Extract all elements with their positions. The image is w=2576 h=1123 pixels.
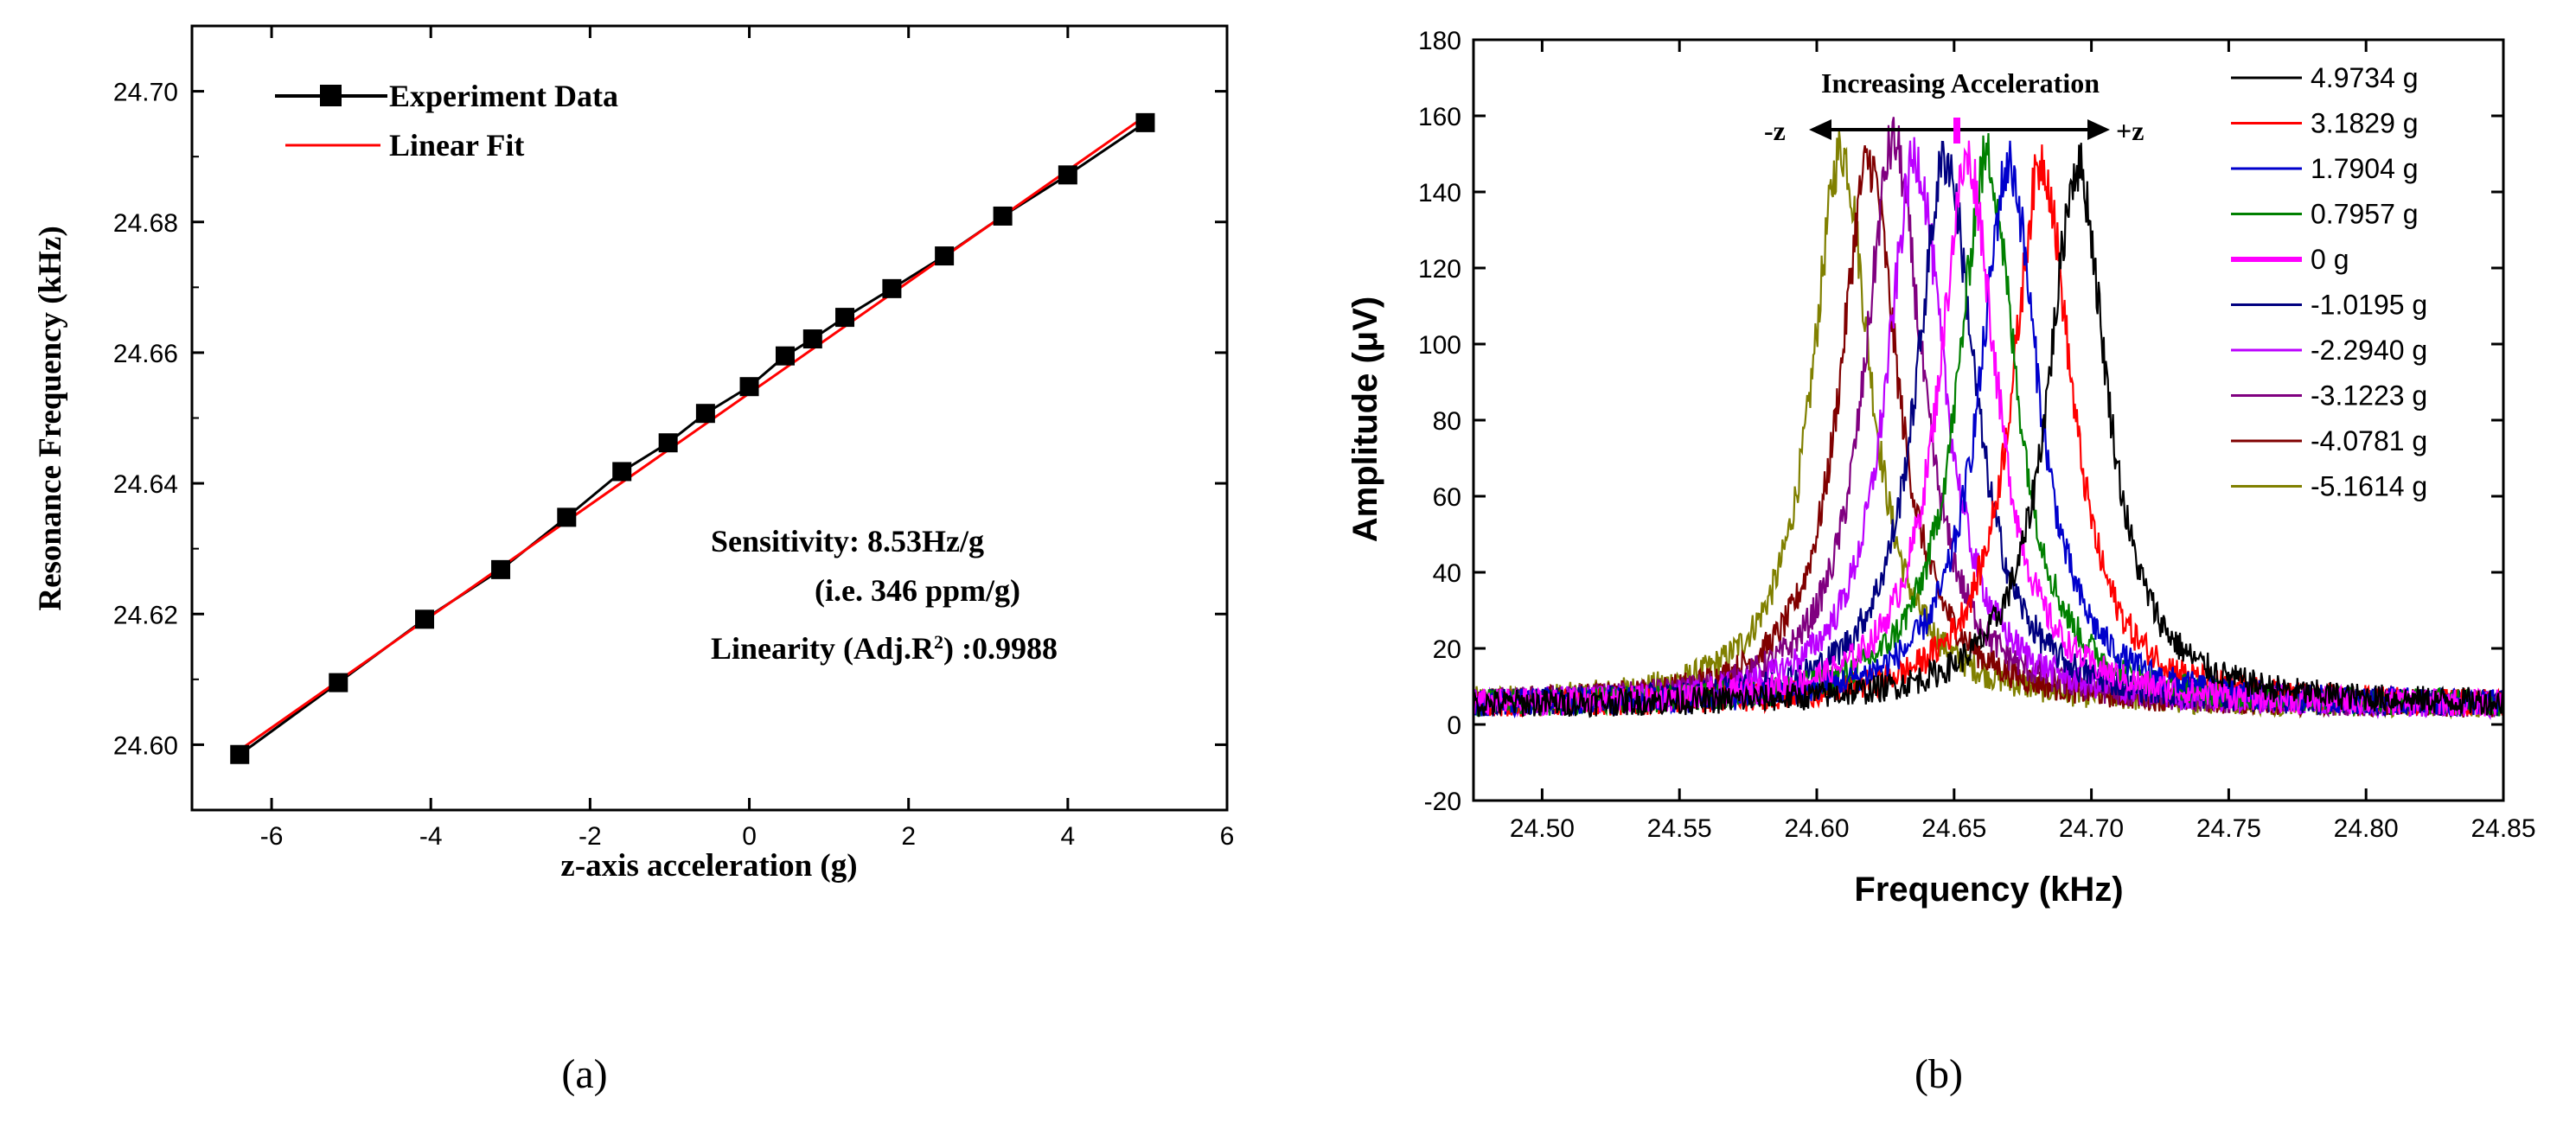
y-axis-label-a: Resonance Frequency (kHz) [33, 226, 68, 610]
panel-a: -6 -4 -2 0 2 4 6 24.60 24.62 24.64 24.66 24.68 24.70… [33, 24, 1234, 1097]
legend-label-b: -5.1614 g [2311, 471, 2427, 502]
acceleration-arrow: Increasing Acceleration -z +z [1764, 67, 2144, 146]
left-label: -z [1764, 115, 1786, 146]
tick-labels-b: 24.50 24.55 24.60 24.65 24.70 24.75 24.80 24.85… [1418, 27, 2536, 843]
y-tick-label-b: -20 [1424, 788, 1461, 816]
x-tick-label-a: 6 [1220, 822, 1235, 851]
plot-frame-b [1472, 38, 2505, 802]
legend-label-b: 3.1829 g [2311, 108, 2419, 139]
y-tick-label-a: 24.60 [113, 731, 178, 760]
legend-label-b: 1.7904 g [2311, 153, 2419, 184]
experiment-data-point [802, 329, 822, 349]
arrow-head-left [1809, 119, 1831, 140]
legend-label-b: 0 g [2311, 244, 2349, 275]
caption-a: (a) [561, 1051, 607, 1097]
y-tick-label-b: 60 [1433, 483, 1461, 512]
experiment-data-point [935, 246, 955, 266]
legend-label-b: 4.9734 g [2311, 62, 2419, 93]
axis-ticks-a [192, 26, 1229, 810]
experiment-data-point [775, 346, 795, 366]
y-tick-label-a: 24.62 [113, 601, 178, 629]
experiment-data-point [882, 278, 902, 298]
sensitivity-text: Sensitivity: 8.53Hz/g [711, 524, 984, 558]
y-tick-label-b: 160 [1418, 103, 1461, 131]
legend-label-b: -2.2940 g [2311, 335, 2427, 366]
x-tick-label-b: 24.60 [1784, 814, 1849, 843]
legend-label-b: -3.1223 g [2311, 380, 2427, 412]
experiment-data-point [1058, 165, 1077, 185]
panel-b: 24.50 24.55 24.60 24.65 24.70 24.75 24.80 24.85… [1346, 27, 2536, 1097]
arrow-title: Increasing Acceleration [1821, 67, 2100, 99]
arrow-head-right [2087, 119, 2110, 140]
series-b [1472, 117, 2505, 720]
legend-marker-experiment [320, 85, 342, 106]
legend-a: Experiment Data Linear Fit [275, 79, 618, 163]
right-label: +z [2116, 115, 2144, 146]
x-tick-label-a: 2 [901, 822, 916, 851]
caption-b: (b) [1914, 1051, 1963, 1097]
experiment-data-point [695, 404, 715, 424]
spectrum-line [1472, 143, 2505, 718]
experiment-data-point [415, 609, 435, 629]
x-tick-label-b: 24.75 [2196, 814, 2261, 843]
y-tick-label-b: 40 [1433, 559, 1461, 588]
x-tick-label-b: 24.85 [2471, 814, 2535, 843]
y-tick-label-a: 24.70 [113, 79, 178, 107]
experiment-data-point [329, 673, 348, 692]
y-tick-label-b: 80 [1433, 407, 1461, 436]
series-a [230, 112, 1155, 764]
x-tick-label-a: -6 [260, 822, 284, 851]
x-axis-label-a: z-axis acceleration (g) [560, 848, 857, 884]
linearity-text: Linearity (Adj.R2) :0.9988 [711, 631, 1058, 667]
legend-label-b: 0.7957 g [2311, 199, 2419, 230]
y-tick-label-b: 180 [1418, 27, 1461, 55]
ppm-text: (i.e. 346 ppm/g) [815, 573, 1020, 608]
y-tick-label-a: 24.66 [113, 340, 178, 368]
x-axis-label-b: Frequency (kHz) [1854, 871, 2123, 909]
legend-label-experiment: Experiment Data [389, 79, 618, 113]
y-tick-label-b: 20 [1433, 635, 1461, 664]
legend-b: 4.9734 g 3.1829 g 1.7904 g 0.7957 g 0 g -1.01… [2231, 62, 2427, 502]
x-tick-label-b: 24.50 [1510, 814, 1575, 843]
y-tick-label-b: 120 [1418, 255, 1461, 284]
x-tick-label-b: 24.80 [2334, 814, 2399, 843]
x-tick-label-b: 24.65 [1921, 814, 1986, 843]
legend-label-fit: Linear Fit [389, 128, 524, 163]
x-tick-label-b: 24.70 [2059, 814, 2124, 843]
experiment-data-point [1135, 112, 1155, 132]
x-tick-label-a: -2 [578, 822, 602, 851]
legend-label-b: -1.0195 g [2311, 290, 2427, 321]
experiment-data-point [739, 377, 759, 397]
experiment-data-point [230, 744, 250, 764]
experiment-data-point [993, 206, 1013, 226]
legend-label-b: -4.0781 g [2311, 425, 2427, 456]
y-tick-label-a: 24.68 [113, 209, 178, 238]
x-tick-label-a: 4 [1061, 822, 1076, 851]
x-tick-label-a: 0 [742, 822, 757, 851]
experiment-data-point [612, 462, 632, 482]
experiment-data-point [835, 308, 855, 328]
y-tick-label-a: 24.64 [113, 470, 178, 499]
experiment-data-point [557, 507, 577, 527]
y-tick-label-b: 100 [1418, 331, 1461, 360]
experiment-data-point [658, 433, 678, 453]
experiment-data-point [491, 559, 511, 579]
y-tick-label-b: 140 [1418, 179, 1461, 207]
y-axis-label-b: Amplitude (μV) [1346, 297, 1384, 542]
x-tick-label-a: -4 [419, 822, 443, 851]
y-tick-label-b: 0 [1447, 711, 1461, 740]
tick-labels-a: -6 -4 -2 0 2 4 6 24.60 24.62 24.64 24.66 24.68 24.70 [113, 79, 1234, 851]
x-tick-label-b: 24.55 [1647, 814, 1712, 843]
